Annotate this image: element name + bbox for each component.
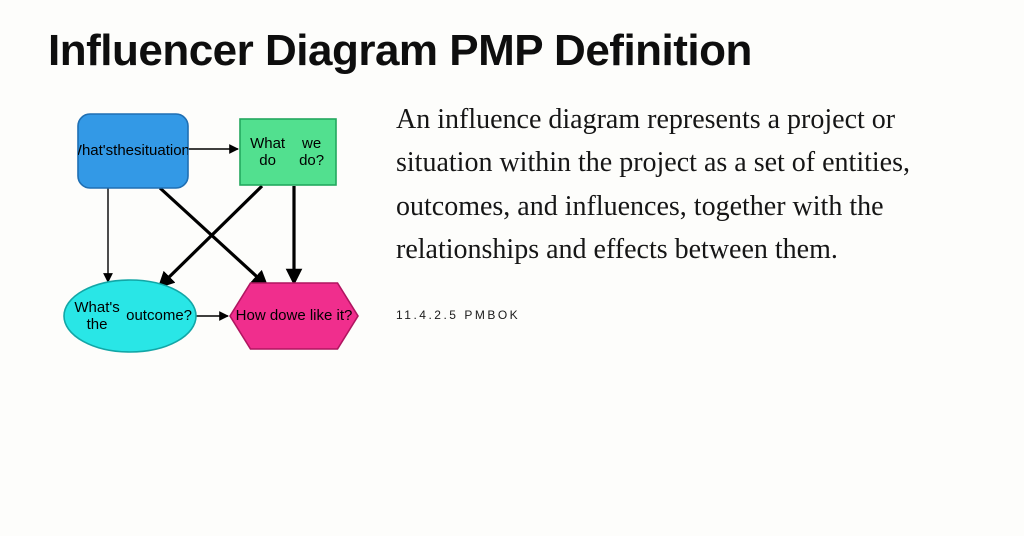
node-label-action: What dowe do? (240, 119, 336, 185)
node-label-situation: What'sthesituation? (78, 114, 188, 188)
node-label-preference: How dowe like it? (230, 283, 358, 349)
content-row: What'sthesituation? What dowe do? What's t… (48, 84, 976, 394)
text-column: An influence diagram represents a projec… (396, 84, 976, 322)
definition-text: An influence diagram represents a projec… (396, 98, 976, 272)
citation-text: 11.4.2.5 PMBOK (396, 308, 976, 322)
influence-diagram: What'sthesituation? What dowe do? What's t… (48, 84, 368, 394)
diagram-svg: What'sthesituation? What dowe do? What's t… (48, 94, 368, 394)
page-title: Influencer Diagram PMP Definition (48, 26, 976, 76)
node-label-outcome: What's theoutcome? (64, 280, 196, 352)
